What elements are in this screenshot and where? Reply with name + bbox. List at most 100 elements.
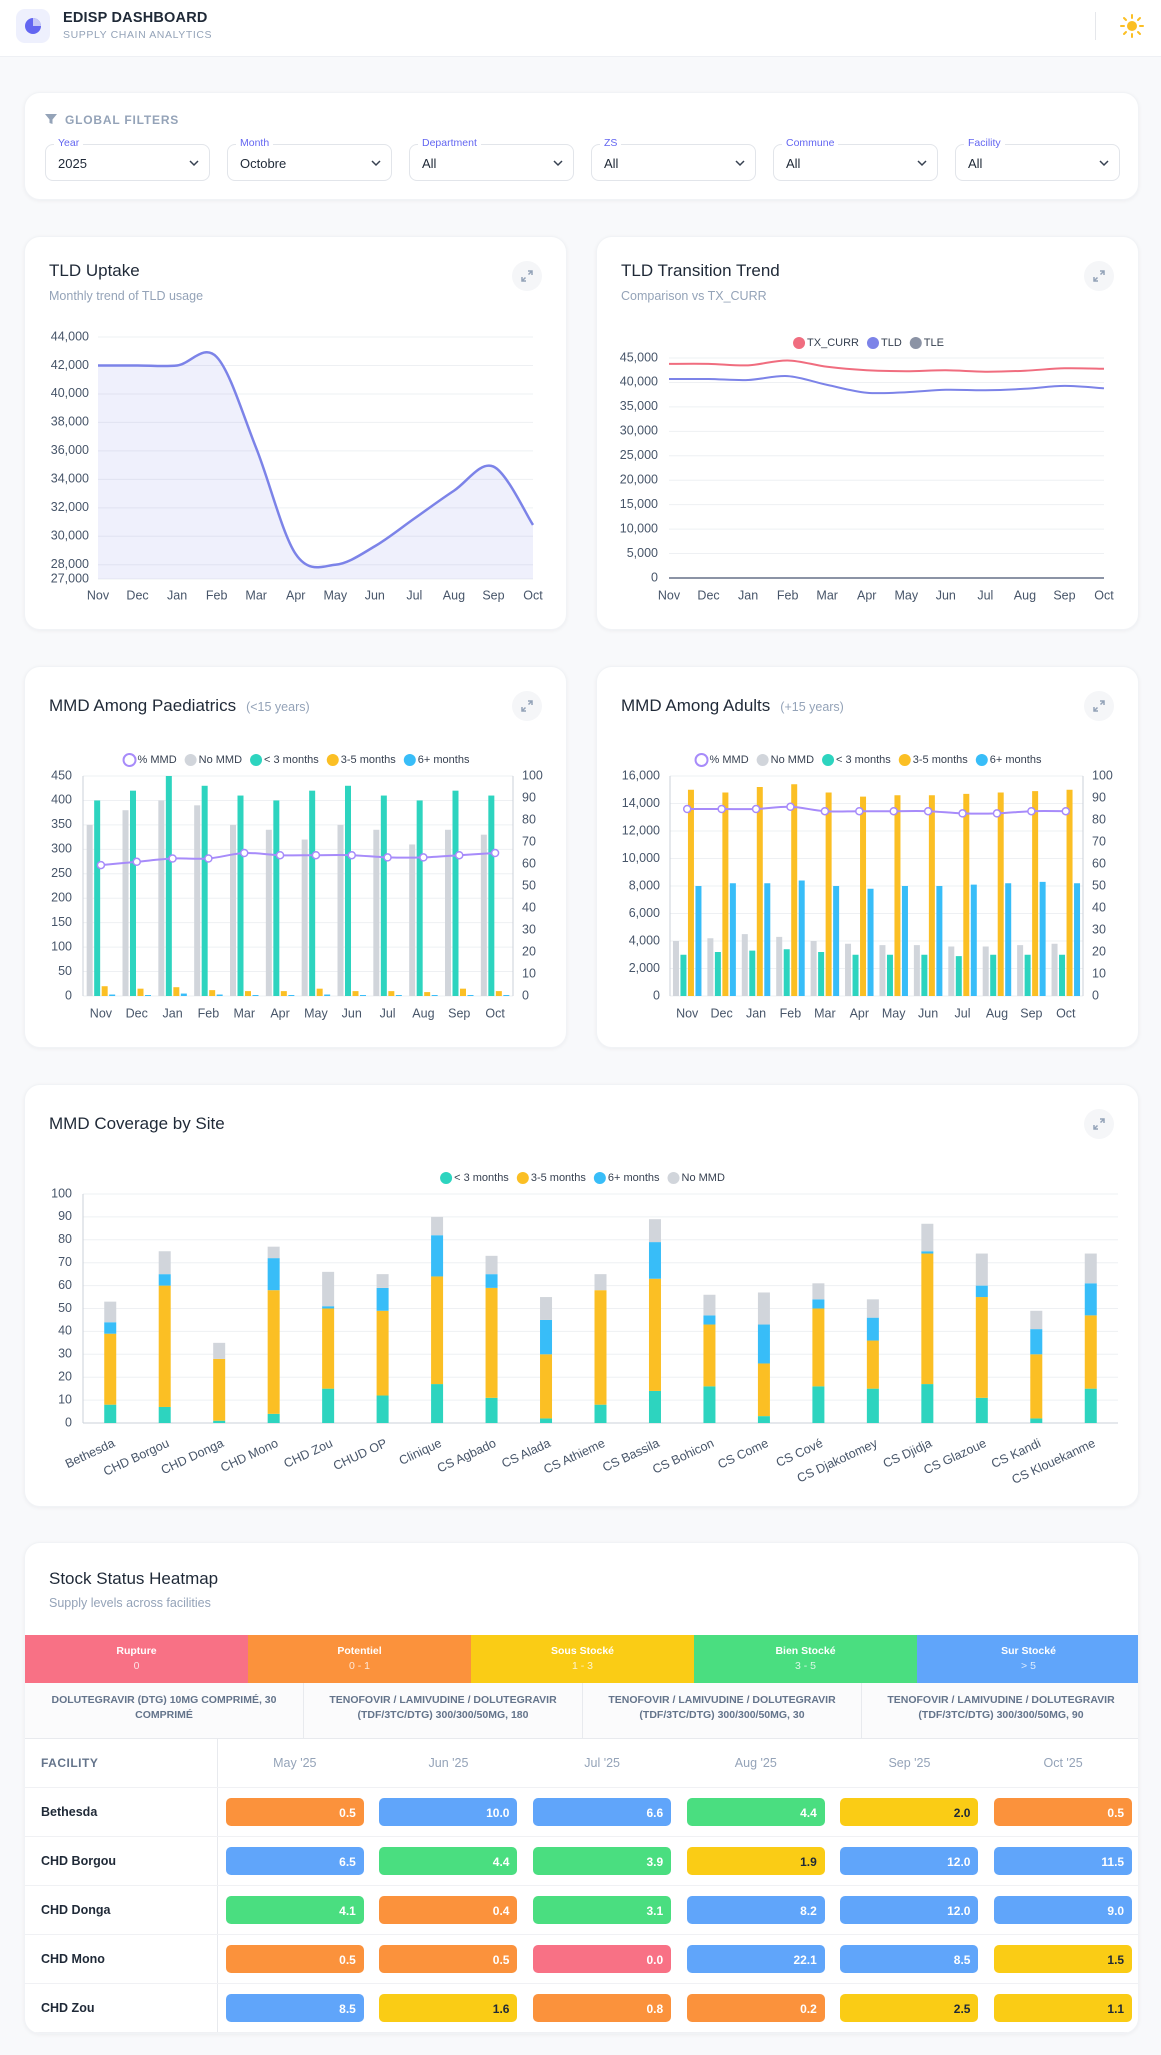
bar-segment xyxy=(866,1299,879,1318)
y-tick-label: 15,000 xyxy=(620,497,658,511)
y-tick-label: 10 xyxy=(522,966,536,980)
bar xyxy=(309,790,316,996)
chart-plot: 0 2,000 4,000 6,000 8,000 10,000 12,000 14,000 1… xyxy=(622,753,1113,1020)
bar xyxy=(345,785,351,996)
bar xyxy=(416,800,423,996)
y-tick-label: 40,000 xyxy=(620,375,658,389)
legend-marker xyxy=(667,1172,680,1184)
filter-select[interactable]: Year 2025 xyxy=(45,137,210,181)
product-name: DOLUTEGRAVIR (DTG) 10MG COMPRIMÉ, 30 COM… xyxy=(25,1683,304,1738)
chevron-icon xyxy=(735,160,745,167)
logo-icon xyxy=(25,18,41,34)
x-tick-label: Nov xyxy=(87,588,110,602)
y-tick-label: 30,000 xyxy=(620,424,658,438)
line-point xyxy=(383,853,392,862)
line-point xyxy=(992,809,1002,818)
bar xyxy=(798,880,805,996)
table-cell: 1.5 xyxy=(986,1935,1138,1983)
product-name: TENOFOVIR / LAMIVUDINE / DOLUTEGRAVIR (T… xyxy=(887,1694,1115,1721)
legend-marker xyxy=(403,754,416,766)
stock-cell: 0.5 xyxy=(225,1798,364,1826)
x-tick-label: Feb xyxy=(198,1006,220,1020)
table-cell: 0.4 xyxy=(372,1886,526,1934)
y-tick-label: 10 xyxy=(1092,966,1106,980)
bar xyxy=(316,988,323,996)
x-tick-label: Mar xyxy=(245,588,267,602)
filter-select[interactable]: Department All xyxy=(409,137,574,181)
legend: TX_CURR TLD TLE xyxy=(793,337,944,349)
expand-button[interactable] xyxy=(512,691,542,721)
bar xyxy=(845,943,852,996)
bar-segment xyxy=(267,1246,280,1259)
bar xyxy=(488,795,495,996)
bar xyxy=(997,792,1004,996)
expand-button[interactable] xyxy=(1084,1109,1114,1139)
bar-segment xyxy=(376,1395,389,1423)
stock-cell: 0.0 xyxy=(533,1945,672,1973)
chart-header: TLD Uptake Monthly trend of TLD usage xyxy=(49,261,203,303)
line-point xyxy=(923,806,933,816)
bar xyxy=(395,995,402,996)
y-tick-label: 70 xyxy=(58,1255,72,1269)
bar xyxy=(201,785,208,996)
legend-marker xyxy=(909,337,922,349)
x-tick-label: Dec xyxy=(697,588,719,602)
filter-select[interactable]: ZS All xyxy=(591,137,756,181)
table-cell: 8.5 xyxy=(218,1984,372,2032)
bar-segment xyxy=(213,1420,226,1423)
table-cell: 22.1 xyxy=(679,1935,833,1983)
filter-select[interactable]: Commune All xyxy=(773,137,938,181)
expand-button[interactable] xyxy=(512,261,542,291)
status-level: Potentiel 0 - 1 xyxy=(248,1635,471,1683)
bar xyxy=(480,834,487,996)
x-tick-label: Nov xyxy=(658,588,681,602)
bar xyxy=(1059,954,1066,996)
bar xyxy=(273,800,280,996)
bar xyxy=(955,956,962,996)
bar-segment xyxy=(921,1253,934,1385)
y-tick-label: 150 xyxy=(51,915,72,929)
y-tick-label: 0 xyxy=(65,1415,72,1429)
chart-plot: 0 50 100 150 200 250 300 350 400 450 0 10 20 30 40 50 60… xyxy=(51,753,543,1020)
legend-marker xyxy=(822,754,835,766)
status-name: Sur Stocké xyxy=(1001,1645,1056,1657)
bar-segment xyxy=(648,1219,661,1243)
x-tick-label: Aug xyxy=(412,1006,434,1020)
stock-cell: 3.1 xyxy=(533,1896,672,1924)
line-point xyxy=(717,804,726,814)
line-point xyxy=(820,806,830,816)
bar-segment xyxy=(485,1287,498,1398)
bar xyxy=(749,950,756,996)
y-tick-label: 100 xyxy=(51,939,72,953)
y-tick-label: 4,000 xyxy=(629,933,660,947)
bar xyxy=(867,888,874,996)
y-tick-label: 100 xyxy=(51,1186,72,1200)
facility-name: CHD Borgou xyxy=(25,1837,218,1885)
x-tick-label: CHD Donga xyxy=(159,1436,226,1477)
expand-button[interactable] xyxy=(1084,691,1114,721)
bar xyxy=(180,993,187,996)
filter-select[interactable]: Month Octobre xyxy=(227,137,392,181)
table-cell: 8.5 xyxy=(833,1935,987,1983)
theme-toggle[interactable] xyxy=(1119,13,1145,39)
x-tick-label: Sep xyxy=(482,588,504,602)
bar-segment xyxy=(757,1416,770,1423)
filter-label: Year xyxy=(54,137,84,149)
y-tick-label: 30 xyxy=(58,1347,72,1361)
x-tick-label: Dec xyxy=(711,1006,733,1020)
expand-button[interactable] xyxy=(1084,261,1114,291)
filter-select[interactable]: Facility All xyxy=(955,137,1120,181)
bar-segment xyxy=(104,1404,117,1423)
legend-label: TLD xyxy=(881,337,902,349)
legend-label: 3-5 months xyxy=(913,754,969,766)
y-tick-label: 6,000 xyxy=(629,906,660,920)
filter-label: Commune xyxy=(782,137,839,149)
bar-segment xyxy=(703,1294,716,1316)
bar xyxy=(94,800,101,996)
bar-segment xyxy=(975,1397,988,1423)
y-tick-label: 80 xyxy=(58,1232,72,1246)
legend-marker xyxy=(793,337,806,349)
x-tick-label: Apr xyxy=(857,588,876,602)
expand-icon xyxy=(1093,700,1105,712)
y-tick-label: 5,000 xyxy=(627,546,658,560)
